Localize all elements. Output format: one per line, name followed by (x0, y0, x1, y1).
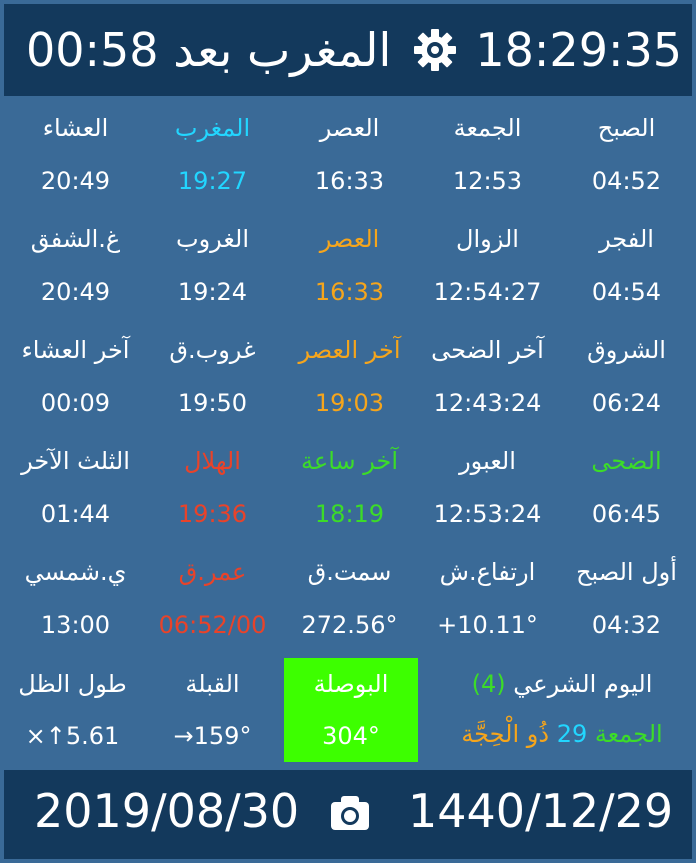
footer-bar: 2019/08/30 1440/12/29 (4, 770, 692, 859)
prayer-time-label: غ.الشفق (30, 225, 121, 253)
prayer-time-label: آخر العشاء (21, 336, 130, 364)
prayer-time-label: الزوال (456, 225, 519, 253)
prayer-time-label: العبور (459, 447, 516, 475)
prayer-time-value: 12:53 (452, 167, 523, 195)
prayer-time-value: 00:09 (40, 389, 111, 417)
prayer-time-label: العصر (319, 114, 380, 142)
prayer-time-value: 13:00 (40, 611, 111, 639)
prayer-time-value: 12:53:24 (433, 500, 542, 528)
prayer-time-value: 04:52 (591, 167, 662, 195)
compass-value: 304° (322, 722, 380, 750)
prayer-time-cell: العصر 16:33 (280, 209, 419, 320)
prayer-time-value: 18:19 (314, 500, 385, 528)
compass-cell[interactable]: البوصلة 304° (284, 658, 418, 762)
prayer-time-value: +10.11° (437, 611, 538, 639)
prayer-time-cell: أول الصبح 04:32 (557, 542, 696, 653)
prayer-time-cell: آخر الضحى 12:43:24 (418, 320, 557, 431)
prayer-time-value: 04:32 (591, 611, 662, 639)
hijri-month: ذُو الْحِجَّة (461, 720, 550, 748)
sharia-day-cell: اليوم الشرعي (4) الجمعة 29 ذُو الْحِجَّة (428, 662, 696, 762)
prayer-time-label: الشروق (587, 336, 666, 364)
prayer-time-label: الجمعة (453, 114, 522, 142)
prayer-time-cell: آخر العصر 19:03 (280, 320, 419, 431)
prayer-time-value: 04:54 (591, 278, 662, 306)
sharia-day-label: اليوم الشرعي (513, 670, 653, 698)
prayer-time-value: 19:24 (177, 278, 248, 306)
prayer-time-value: 16:33 (314, 167, 385, 195)
sharia-day-count: (4) (471, 670, 506, 698)
current-time: 18:29:35 (475, 23, 682, 77)
prayer-time-label: الغروب (176, 225, 249, 253)
gear-icon[interactable] (413, 28, 457, 72)
shadow-length-cell: طول الظل 5.61↑× (0, 662, 145, 762)
prayer-time-label: الفجر (599, 225, 654, 253)
prayer-time-cell: العصر 16:33 (280, 98, 419, 209)
prayer-time-cell: المغرب 19:27 (143, 98, 282, 209)
hijri-day: 29 (556, 720, 588, 748)
prayer-time-value: 06:52/00 (158, 611, 267, 639)
prayer-time-value: 16:33 (314, 278, 385, 306)
qibla-label: القبلة (185, 670, 240, 698)
gregorian-date: 2019/08/30 (34, 784, 300, 838)
prayer-time-label: غروب.ق (169, 336, 256, 364)
prayer-time-value: 20:49 (40, 167, 111, 195)
prayer-time-value: 19:50 (177, 389, 248, 417)
prayer-time-label: العصر (319, 225, 380, 253)
prayer-time-cell: ي.شمسي 13:00 (6, 542, 145, 653)
prayer-time-value: 12:54:27 (433, 278, 542, 306)
prayer-time-label: الثلث الآخر (21, 447, 130, 475)
shadow-length-label: طول الظل (18, 670, 127, 698)
compass-label: البوصلة (313, 670, 389, 698)
prayer-time-value: 06:24 (591, 389, 662, 417)
prayer-time-cell: الضحى 06:45 (557, 431, 696, 542)
prayer-time-label: آخر الضحى (431, 336, 544, 364)
prayer-time-cell: غروب.ق 19:50 (143, 320, 282, 431)
prayer-time-cell: العبور 12:53:24 (418, 431, 557, 542)
prayer-time-cell: الجمعة 12:53 (418, 98, 557, 209)
prayer-time-value: 19:27 (177, 167, 248, 195)
next-prayer-countdown: المغرب بعد 00:58 (26, 23, 392, 77)
prayer-time-value: 20:49 (40, 278, 111, 306)
prayer-time-label: سمت.ق (307, 558, 392, 586)
prayer-time-cell: العشاء 20:49 (6, 98, 145, 209)
prayer-time-value: 19:36 (177, 500, 248, 528)
header-bar: المغرب بعد 00:58 18:29:35 (4, 4, 692, 96)
prayer-time-label: آخر ساعة (301, 447, 398, 475)
prayer-time-value: 12:43:24 (433, 389, 542, 417)
prayer-time-label: الهلال (184, 447, 241, 475)
prayer-time-cell: الهلال 19:36 (143, 431, 282, 542)
prayer-time-value: 19:03 (314, 389, 385, 417)
prayer-time-cell: آخر العشاء 00:09 (6, 320, 145, 431)
prayer-time-cell: الغروب 19:24 (143, 209, 282, 320)
prayer-time-label: الصبح (597, 114, 656, 142)
prayer-time-cell: ارتفاع.ش +10.11° (418, 542, 557, 653)
prayer-time-label: عمر.ق (178, 558, 247, 586)
prayer-time-label: آخر العصر (298, 336, 401, 364)
prayer-time-label: ارتفاع.ش (439, 558, 536, 586)
prayer-time-label: ي.شمسي (24, 558, 127, 586)
prayer-time-cell: الزوال 12:54:27 (418, 209, 557, 320)
prayer-time-cell: عمر.ق 06:52/00 (143, 542, 282, 653)
hijri-date: 1440/12/29 (408, 784, 674, 838)
prayer-time-cell: آخر ساعة 18:19 (280, 431, 419, 542)
prayer-time-value: 01:44 (40, 500, 111, 528)
prayer-time-label: الضحى (591, 447, 662, 475)
prayer-time-value: 272.56° (301, 611, 398, 639)
prayer-time-cell: سمت.ق 272.56° (280, 542, 419, 653)
shadow-length-value: 5.61↑× (25, 722, 120, 750)
prayer-time-label: أول الصبح (576, 558, 677, 586)
qibla-cell: القبلة 159°→ (143, 662, 282, 762)
prayer-time-label: المغرب (174, 114, 251, 142)
prayer-time-cell: غ.الشفق 20:49 (6, 209, 145, 320)
prayer-time-cell: الثلث الآخر 01:44 (6, 431, 145, 542)
prayer-time-label: العشاء (42, 114, 109, 142)
hijri-weekday: الجمعة (594, 720, 663, 748)
prayer-time-value: 06:45 (591, 500, 662, 528)
prayer-time-cell: الشروق 06:24 (557, 320, 696, 431)
camera-icon[interactable] (329, 794, 371, 832)
qibla-value: 159°→ (173, 722, 252, 750)
prayer-time-cell: الفجر 04:54 (557, 209, 696, 320)
prayer-time-cell: الصبح 04:52 (557, 98, 696, 209)
